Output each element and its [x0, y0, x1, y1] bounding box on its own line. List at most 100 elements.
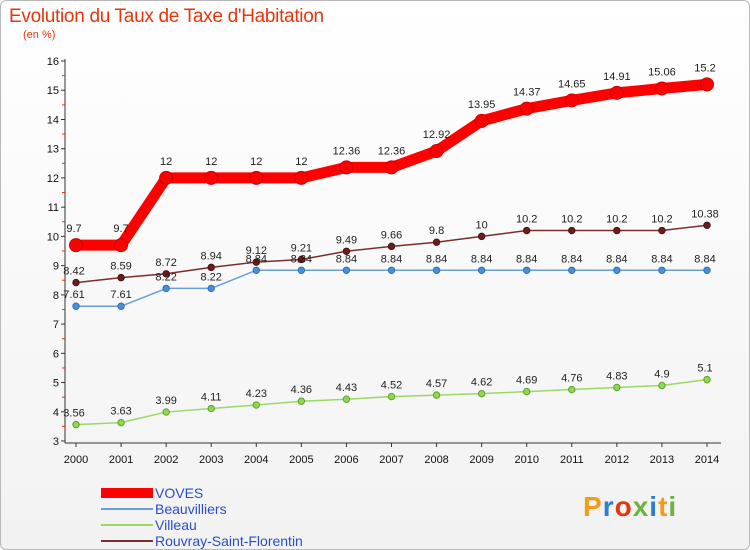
data-label: 12	[250, 156, 262, 168]
data-point	[297, 397, 306, 405]
data-point	[568, 226, 576, 235]
data-point	[252, 266, 260, 274]
data-label: 13.95	[468, 99, 496, 111]
legend-swatch	[101, 540, 153, 542]
logo-letter: i	[668, 491, 678, 522]
chart-title: Evolution du Taux de Taxe d'Habitation	[9, 6, 324, 27]
data-label: 8.84	[291, 253, 312, 265]
legend-label: VOVES	[155, 485, 204, 501]
legend-label: Rouvray-Saint-Florentin	[155, 533, 303, 549]
data-label: 8.84	[651, 253, 672, 265]
data-label: 15.06	[648, 66, 676, 78]
data-label: 8.22	[155, 271, 176, 283]
data-point	[252, 401, 260, 409]
y-tick-label: 11	[48, 202, 59, 214]
data-label: 8.84	[426, 253, 447, 265]
data-label: 10.38	[691, 208, 719, 220]
x-tick-label: 2014	[695, 454, 719, 466]
legend-label: Villeau	[155, 517, 197, 533]
x-tick-label: 2003	[199, 454, 223, 466]
data-label: 12	[160, 156, 172, 168]
data-label: 4.36	[291, 384, 312, 396]
data-label: 4.62	[471, 377, 492, 389]
data-label: 10.2	[561, 214, 582, 226]
data-label: 10	[476, 219, 488, 231]
legend-swatch	[101, 524, 153, 526]
data-point	[72, 420, 80, 429]
data-point	[523, 226, 531, 235]
data-point	[162, 270, 170, 278]
data-point	[117, 302, 125, 310]
y-tick-label: 3	[53, 436, 59, 448]
y-tick-label: 12	[47, 173, 59, 185]
x-tick-label: 2013	[650, 454, 674, 466]
data-label: 7.61	[110, 289, 131, 301]
data-label: 4.69	[516, 375, 537, 387]
data-point	[477, 266, 486, 274]
data-point	[474, 113, 489, 128]
data-label: 15.2	[694, 62, 715, 74]
data-label: 8.42	[63, 266, 84, 278]
legend-swatch	[101, 488, 153, 498]
y-tick-label: 13	[47, 144, 59, 156]
data-point	[69, 238, 83, 253]
data-label: 4.11	[201, 392, 222, 404]
data-point	[523, 266, 531, 274]
data-point	[162, 284, 170, 293]
data-label: 7.61	[63, 289, 84, 301]
data-point	[654, 81, 669, 96]
data-label: 8.84	[246, 253, 267, 265]
y-tick-label: 9	[53, 261, 59, 273]
data-label: 8.72	[155, 257, 176, 269]
logo-letter: i	[649, 491, 659, 522]
data-point	[568, 385, 576, 394]
data-label: 8.84	[471, 253, 492, 265]
data-point	[207, 404, 215, 413]
data-point	[204, 170, 219, 185]
data-point	[477, 389, 486, 398]
data-label: 3.56	[63, 408, 84, 420]
x-tick-label: 2007	[379, 454, 403, 466]
data-point	[609, 85, 624, 100]
data-label: 4.52	[381, 380, 402, 392]
logo-letter: r	[602, 491, 615, 522]
data-point	[117, 273, 125, 282]
data-label: 12	[205, 156, 217, 168]
data-point	[339, 160, 354, 175]
data-point	[207, 263, 215, 272]
data-point	[249, 170, 264, 185]
chart-subtitle: (en %)	[23, 29, 56, 41]
data-label: 4.23	[246, 388, 267, 400]
data-label: 9.7	[113, 223, 128, 235]
x-tick-label: 2005	[289, 454, 313, 466]
data-point	[703, 375, 711, 384]
data-point	[703, 266, 711, 274]
data-label: 8.59	[110, 261, 131, 273]
logo-letter: x	[632, 491, 650, 522]
x-tick-label: 2001	[109, 454, 133, 466]
y-tick-label: 10	[47, 231, 59, 243]
data-label: 8.84	[336, 253, 357, 265]
x-tick-label: 2009	[469, 454, 493, 466]
data-label: 14.37	[513, 87, 541, 99]
y-tick-label: 6	[53, 348, 59, 360]
data-point	[700, 77, 714, 92]
data-point	[117, 418, 125, 427]
x-tick-label: 2002	[154, 454, 178, 466]
data-point	[72, 302, 80, 310]
data-point	[658, 381, 666, 390]
data-point	[429, 144, 444, 159]
data-point	[294, 170, 309, 185]
data-label: 5.1	[697, 363, 712, 375]
x-tick-label: 2000	[64, 454, 88, 466]
y-tick-label: 14	[47, 114, 59, 126]
data-label: 12.92	[423, 129, 451, 141]
data-point	[519, 101, 534, 116]
data-label: 9.49	[336, 234, 357, 246]
data-label: 8.22	[201, 271, 222, 283]
data-label: 10.2	[651, 214, 672, 226]
data-point	[159, 170, 174, 185]
x-tick-label: 2004	[244, 454, 268, 466]
data-label: 3.63	[110, 406, 131, 418]
